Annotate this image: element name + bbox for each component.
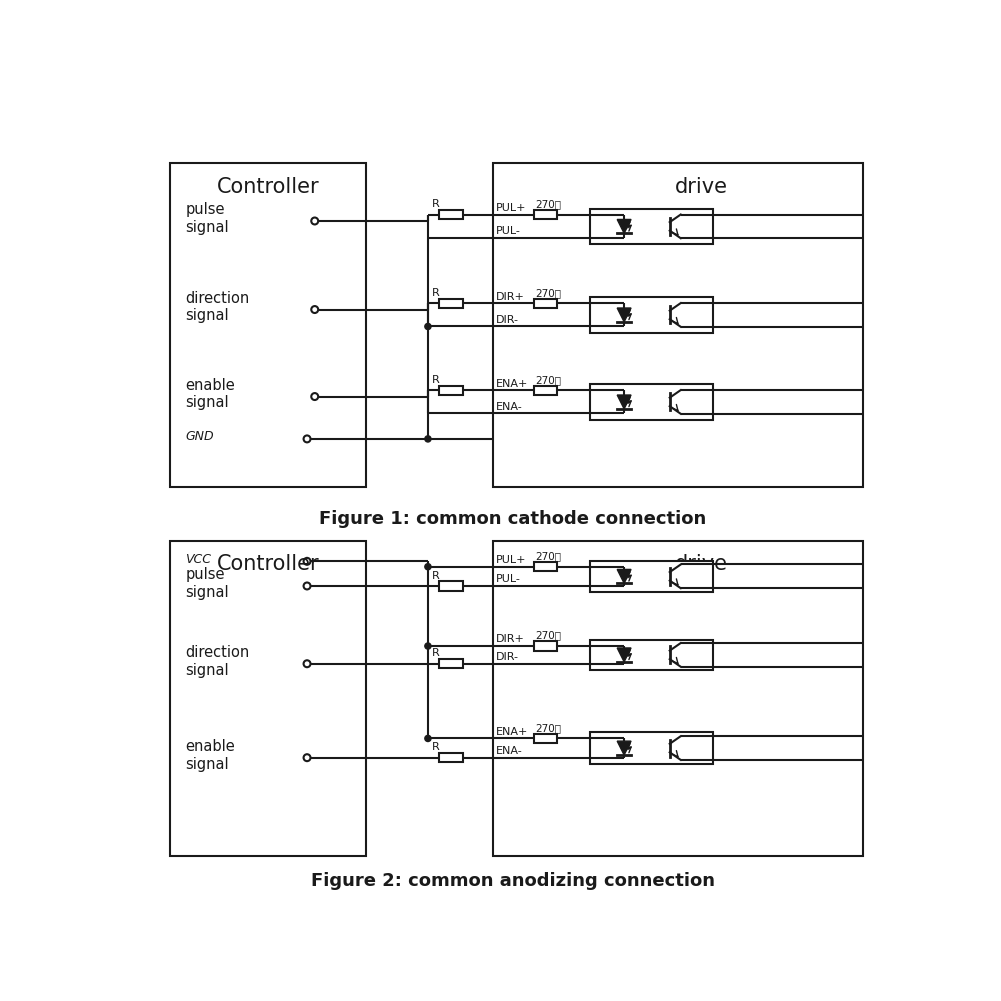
Bar — [439, 582, 462, 591]
Bar — [439, 385, 462, 395]
Text: DIR-: DIR- — [495, 315, 519, 325]
Bar — [590, 297, 713, 332]
Text: R: R — [431, 743, 439, 753]
Text: Figure 2: common anodizing connection: Figure 2: common anodizing connection — [310, 872, 715, 890]
Text: drive: drive — [675, 555, 728, 575]
Text: GND: GND — [185, 430, 214, 443]
Text: enable
signal: enable signal — [185, 739, 235, 772]
Bar — [439, 753, 462, 763]
Circle shape — [424, 323, 431, 329]
Bar — [439, 210, 462, 219]
Text: PUL-: PUL- — [495, 575, 521, 585]
Text: PUL+: PUL+ — [495, 203, 527, 213]
Text: R: R — [431, 199, 439, 209]
Text: DIR-: DIR- — [495, 653, 519, 663]
Bar — [170, 163, 366, 486]
Polygon shape — [618, 741, 631, 755]
Text: pulse
signal: pulse signal — [185, 568, 229, 600]
Text: PUL+: PUL+ — [495, 556, 527, 566]
Text: ENA+: ENA+ — [495, 727, 529, 737]
Text: PUL-: PUL- — [495, 226, 521, 236]
Polygon shape — [618, 648, 631, 662]
Bar — [590, 733, 713, 764]
Text: direction
signal: direction signal — [185, 291, 249, 323]
Bar — [535, 298, 558, 308]
Text: Figure 1: common cathode connection: Figure 1: common cathode connection — [319, 510, 707, 528]
Text: R: R — [431, 288, 439, 298]
Text: DIR+: DIR+ — [495, 292, 525, 302]
Text: direction
signal: direction signal — [185, 646, 249, 678]
Text: VCC: VCC — [185, 553, 211, 566]
Text: 270欧: 270欧 — [535, 552, 561, 562]
Text: 270欧: 270欧 — [535, 631, 561, 641]
Text: enable
signal: enable signal — [185, 378, 235, 410]
Bar — [535, 563, 558, 572]
Text: Controller: Controller — [217, 177, 319, 197]
Bar — [590, 208, 713, 244]
Text: 270欧: 270欧 — [535, 288, 561, 298]
Bar — [535, 642, 558, 651]
Circle shape — [424, 643, 431, 649]
Text: Controller: Controller — [217, 555, 319, 575]
Bar — [535, 734, 558, 743]
Circle shape — [424, 564, 431, 570]
Bar — [493, 541, 863, 856]
Circle shape — [424, 435, 431, 442]
Bar — [493, 163, 863, 486]
Bar — [590, 640, 713, 670]
Bar — [170, 541, 366, 856]
Text: ENA-: ENA- — [495, 402, 523, 412]
Circle shape — [424, 736, 431, 742]
Text: pulse
signal: pulse signal — [185, 202, 229, 235]
Text: R: R — [431, 571, 439, 581]
Text: drive: drive — [675, 177, 728, 197]
Text: 270欧: 270欧 — [535, 199, 561, 209]
Polygon shape — [618, 395, 631, 408]
Polygon shape — [618, 308, 631, 322]
Text: 270欧: 270欧 — [535, 723, 561, 733]
Text: 270欧: 270欧 — [535, 375, 561, 385]
Bar — [439, 659, 462, 669]
Text: ENA-: ENA- — [495, 746, 523, 756]
Polygon shape — [618, 219, 631, 233]
Text: R: R — [431, 649, 439, 659]
Bar — [535, 210, 558, 219]
Bar — [535, 385, 558, 395]
Text: DIR+: DIR+ — [495, 635, 525, 645]
Text: ENA+: ENA+ — [495, 378, 529, 388]
Bar — [590, 384, 713, 419]
Bar — [439, 298, 462, 308]
Text: R: R — [431, 375, 439, 385]
Polygon shape — [618, 570, 631, 584]
Bar — [590, 561, 713, 593]
